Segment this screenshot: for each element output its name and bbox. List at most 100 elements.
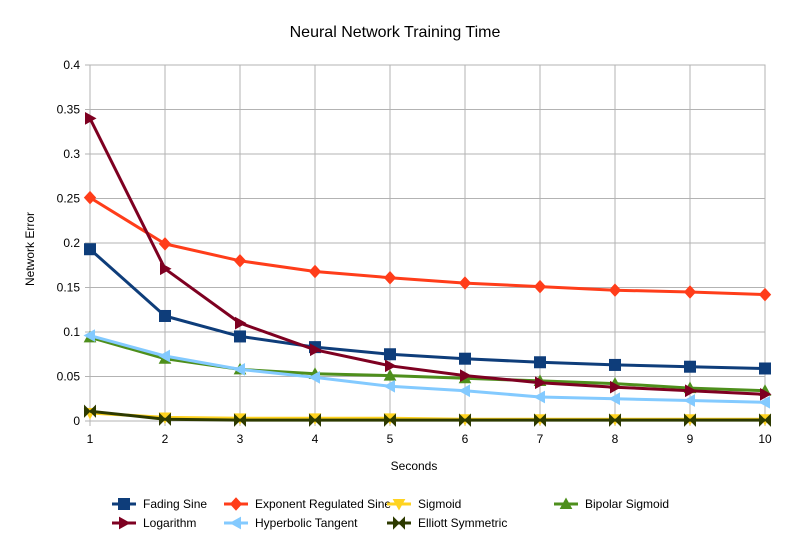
data-point [383,369,397,381]
series-logarithm [85,112,772,401]
x-tick-label: 4 [312,432,319,446]
x-tick-label: 5 [387,432,394,446]
y-tick-label: 0.35 [57,103,81,117]
legend-label: Sigmoid [418,497,461,511]
data-point [608,392,620,406]
data-point [610,380,622,394]
legend-item: Elliott Symmetric [387,516,507,530]
data-point [685,384,697,398]
data-point [85,112,97,125]
legend-label: Fading Sine [143,497,207,511]
y-tick-label: 0.25 [57,192,81,206]
series-line [89,248,766,370]
data-point [158,349,170,363]
legend-item: Exponent Regulated Sine [224,497,391,511]
series-line [89,196,766,297]
y-tick-label: 0.1 [63,325,80,339]
data-point [233,363,245,376]
series-line [88,117,766,396]
legend-marker [392,499,406,511]
data-point [458,384,470,398]
legend-marker [118,498,130,510]
data-point [383,379,395,393]
data-point [533,279,547,294]
data-point [384,413,396,427]
series-line [89,409,765,422]
data-point [683,394,695,407]
series-bipolar-sigmoid [83,330,772,396]
x-tick-label: 3 [237,432,244,446]
y-tick-label: 0.15 [57,281,81,295]
data-point [309,413,321,427]
legend-label: Hyperbolic Tangent [255,516,358,530]
data-point [233,254,247,268]
legend-marker [559,497,573,509]
legend-label: Bipolar Sigmoid [585,497,669,511]
y-tick-label: 0 [73,414,80,428]
legend-label: Exponent Regulated Sine [255,497,391,511]
data-point [459,413,471,427]
data-point [533,390,545,404]
data-point [384,348,396,361]
data-point [308,264,322,279]
data-point [760,387,772,401]
data-point [83,329,95,342]
x-tick-label: 7 [537,432,544,446]
data-point [234,330,246,343]
data-point [235,316,247,330]
legend-marker [119,516,131,530]
data-point [385,359,397,373]
x-tick-label: 10 [758,432,772,446]
series-line [89,334,766,404]
x-axis-label: Seconds [391,459,438,473]
data-point [310,343,322,357]
y-tick-label: 0.4 [63,58,80,72]
x-tick-label: 6 [462,432,469,446]
y-tick-label: 0.3 [63,147,80,161]
y-tick-label: 0.2 [63,236,80,250]
data-point [459,352,471,365]
series-exponent-regulated-sine [83,190,772,302]
series-elliott-symmetric [84,404,771,427]
legend-marker [229,516,241,530]
legend-marker [229,497,243,511]
y-axis-ticks: 0 0.05 0.1 0.15 0.2 0.25 0.3 0.35 0.4 [57,58,81,428]
data-point [234,413,246,427]
data-point [84,404,96,418]
legend-marker [393,516,405,530]
data-point [683,285,697,299]
data-point [535,376,547,390]
data-point [609,413,621,427]
data-point [159,309,171,322]
legend-item: Bipolar Sigmoid [554,497,669,511]
series-line [89,335,766,393]
data-point [684,360,696,373]
series-sigmoid [83,407,772,426]
legend-item: Fading Sine [112,497,207,511]
data-point [534,356,546,369]
y-tick-label: 0.05 [57,370,81,384]
y-axis-label: Network Error [23,212,37,286]
data-point [84,243,96,256]
legend-item: Hyperbolic Tangent [224,516,358,530]
x-tick-label: 8 [612,432,619,446]
data-point [758,395,770,409]
series-hyperbolic-tangent [83,329,770,409]
data-point [758,287,772,302]
x-tick-label: 9 [687,432,694,446]
legend-item: Logarithm [112,516,196,530]
data-point [159,412,171,426]
data-point [759,413,771,427]
legend-label: Logarithm [143,516,196,530]
x-tick-label: 1 [87,432,94,446]
data-point [609,358,621,371]
series-fading-sine [84,243,771,375]
legend-label: Elliott Symmetric [418,516,507,530]
data-point [458,276,472,290]
data-point [83,190,97,205]
data-point [684,413,696,427]
data-point [460,369,472,382]
legend: Fading Sine Exponent Regulated Sine Sigmoi… [112,497,669,530]
data-point [158,237,172,251]
